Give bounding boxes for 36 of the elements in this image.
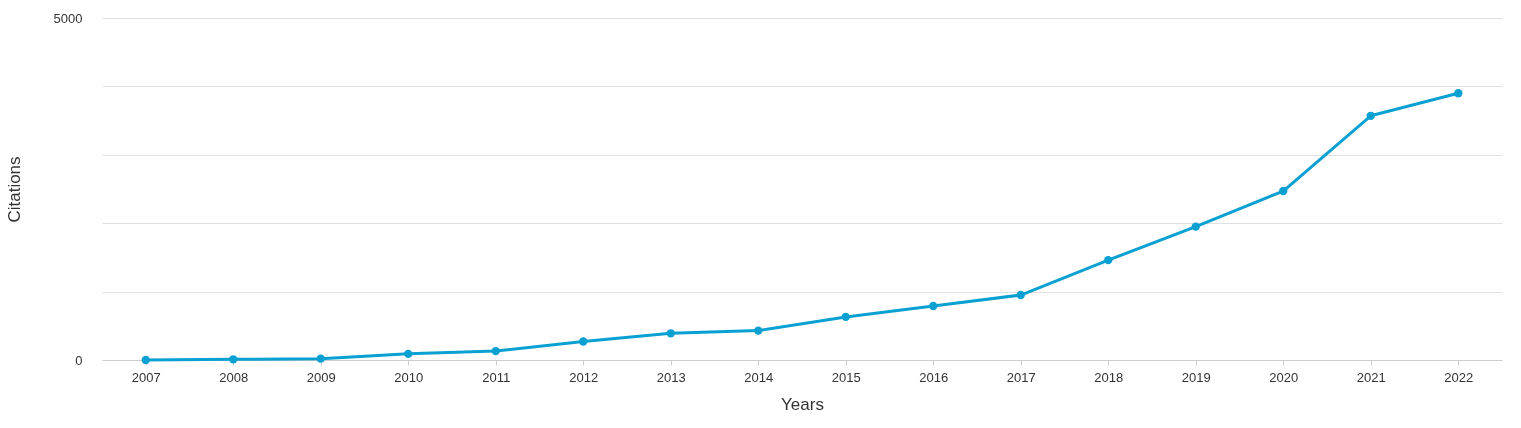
point [1104, 255, 1113, 265]
y-axis-title: Citations [4, 156, 24, 223]
point [666, 329, 675, 338]
x-tick-label: 2010 [394, 369, 424, 385]
point [1191, 222, 1200, 231]
point [754, 326, 763, 335]
point [1366, 111, 1375, 120]
point [404, 349, 413, 359]
point [579, 337, 588, 346]
x-tick-label: 2021 [1356, 369, 1386, 385]
x-tick-label: 2016 [919, 369, 949, 385]
point [841, 312, 850, 322]
point [316, 354, 325, 363]
x-tick-label: 2022 [1444, 369, 1474, 385]
x-tick-label: 2018 [1094, 369, 1124, 385]
y-tick-label: 5000 [53, 10, 83, 26]
point [1279, 186, 1288, 196]
x-tick-label: 2011 [482, 369, 511, 385]
x-tick-label: 2007 [131, 369, 161, 385]
x-tick-label: 2019 [1181, 369, 1211, 385]
point [1016, 290, 1025, 300]
point [229, 355, 238, 364]
point [1454, 89, 1463, 98]
x-tick-label: 2009 [306, 369, 336, 385]
point [491, 346, 500, 356]
x-tick-label: 2008 [219, 369, 249, 385]
x-tick-label: 2015 [831, 369, 861, 385]
point [929, 301, 938, 311]
x-tick-label: 2013 [656, 369, 686, 385]
x-tick-label: 2017 [1006, 369, 1036, 385]
x-tick-label: 2020 [1269, 369, 1299, 385]
y-tick-label: 0 [75, 352, 83, 368]
x-tick-label: 2014 [744, 369, 774, 385]
x-tick-label: 2012 [569, 369, 599, 385]
point [141, 355, 150, 365]
x-axis-title: Years [781, 394, 824, 414]
